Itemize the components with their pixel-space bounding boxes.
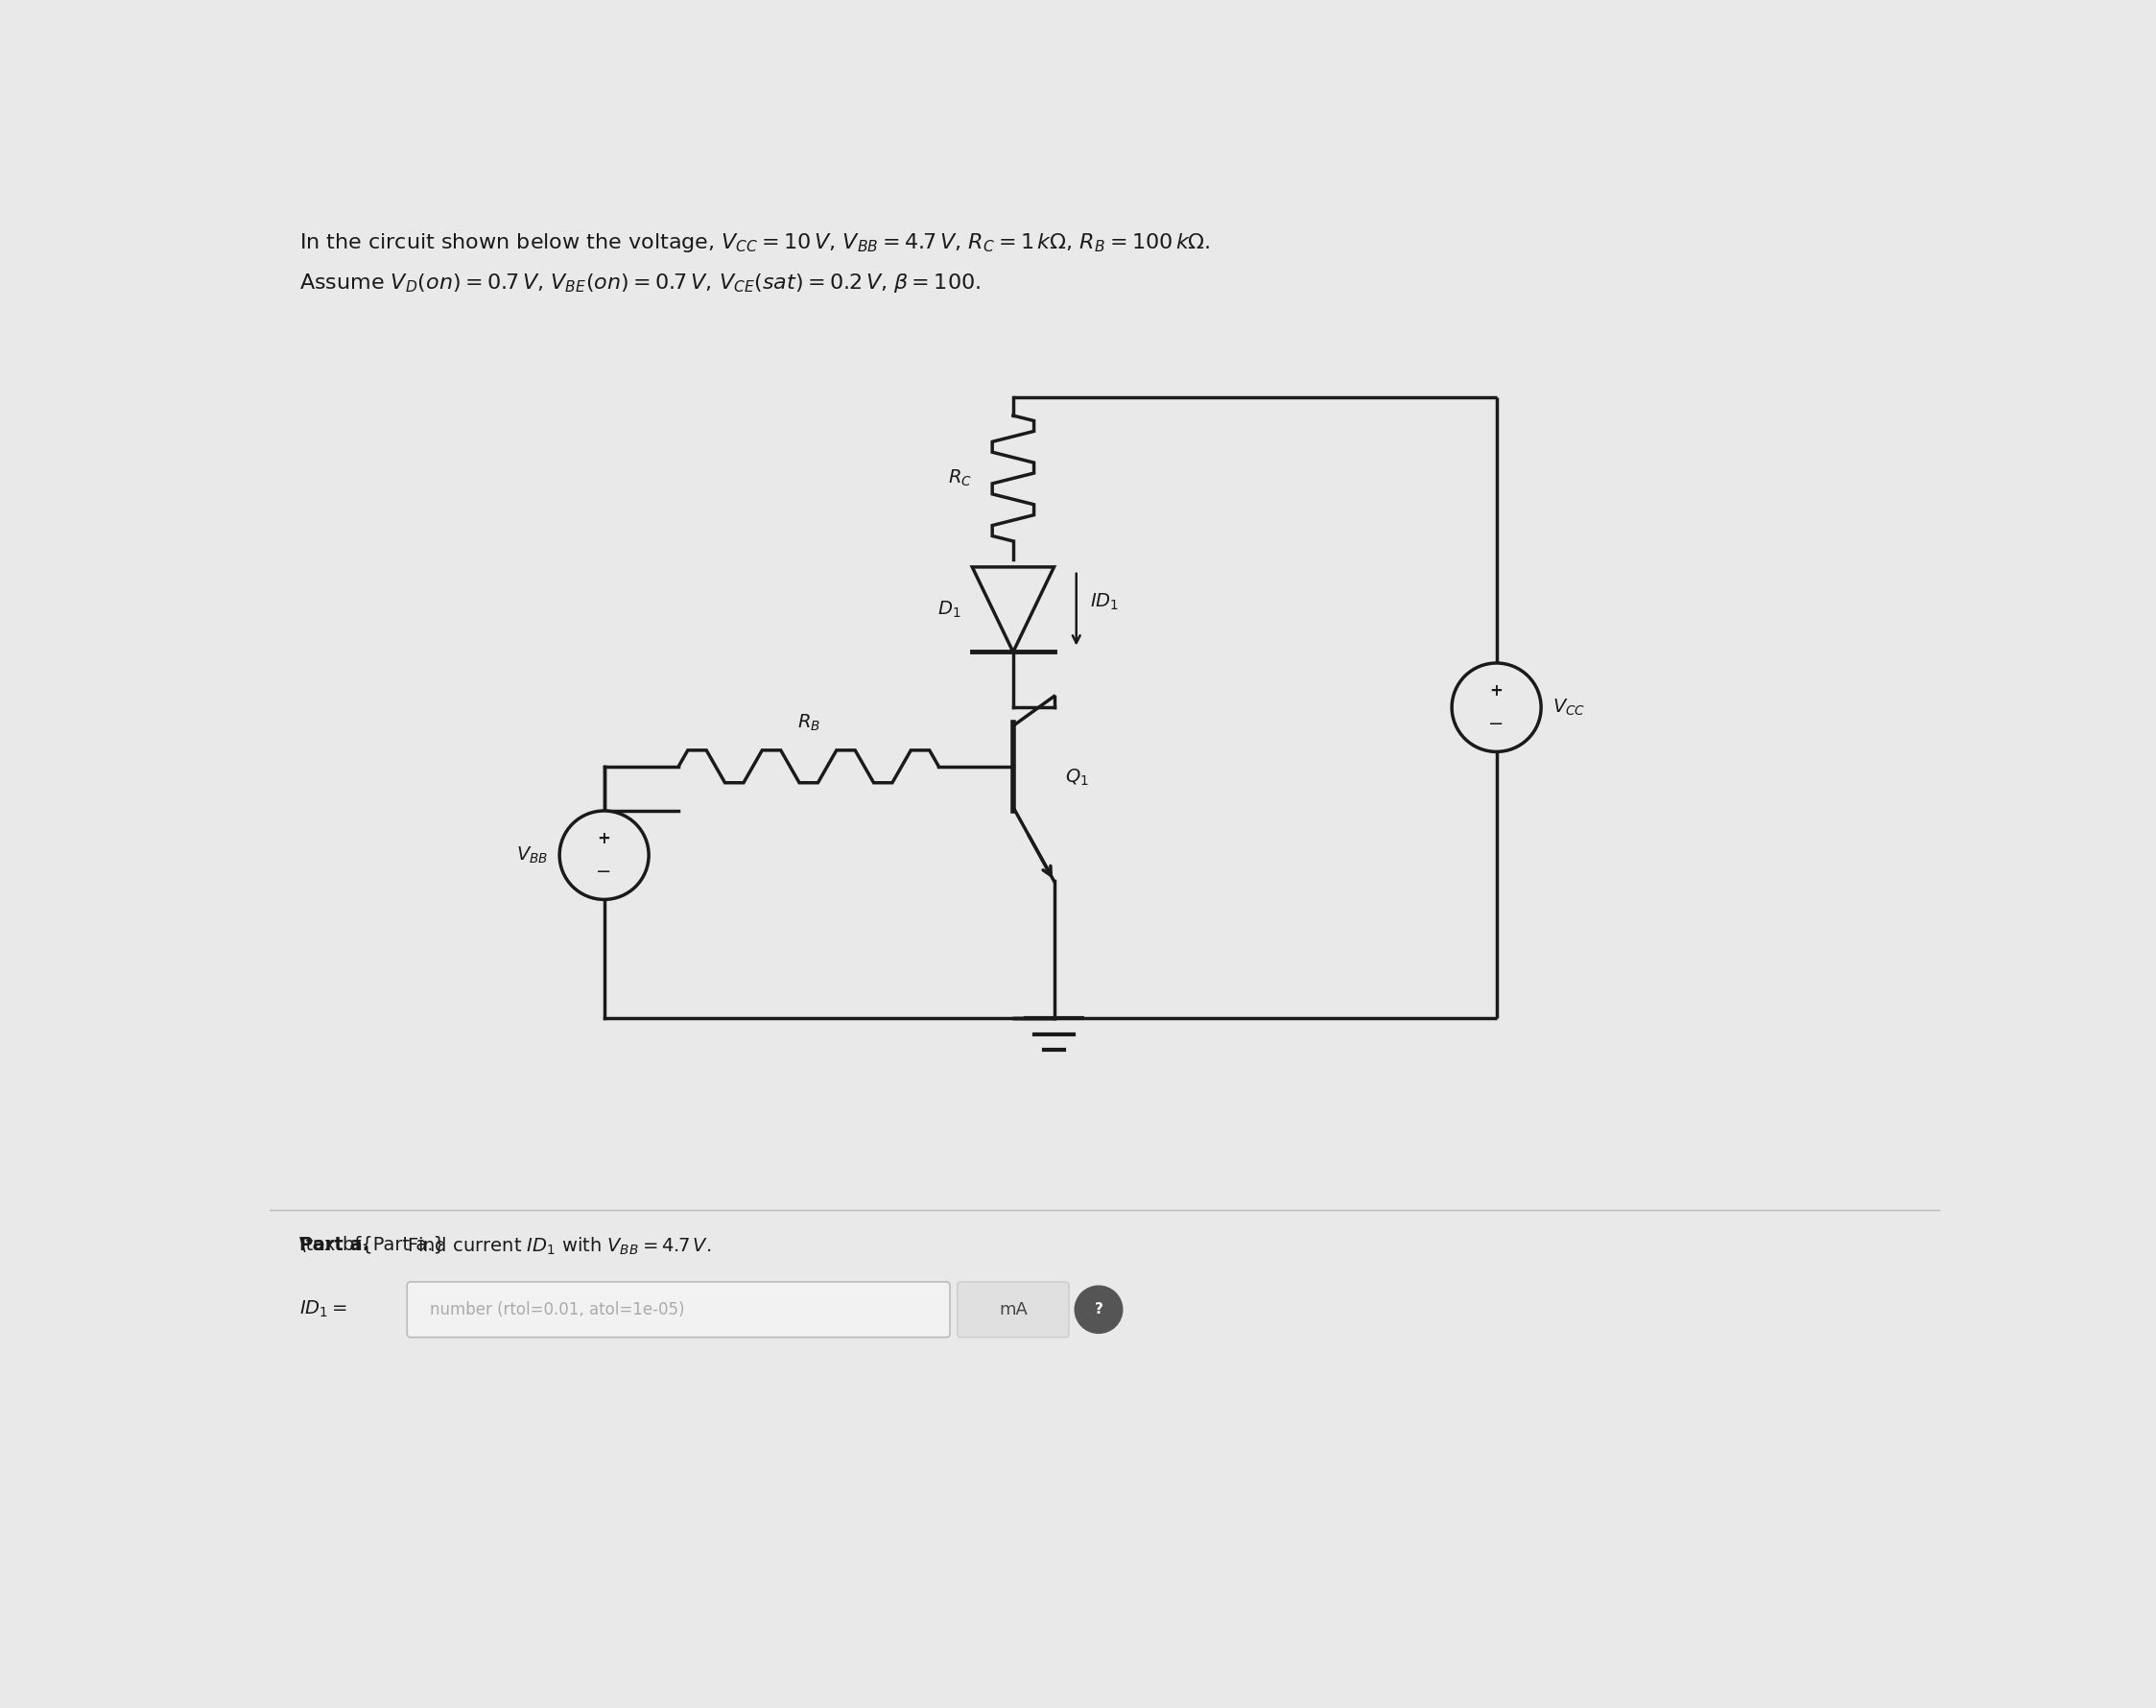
Text: mA: mA <box>998 1301 1028 1319</box>
Circle shape <box>561 811 649 900</box>
FancyBboxPatch shape <box>407 1281 951 1337</box>
Text: $R_B$: $R_B$ <box>798 712 819 733</box>
Text: −: − <box>1488 714 1505 733</box>
FancyBboxPatch shape <box>957 1281 1069 1337</box>
Text: $ID_1 =$: $ID_1 =$ <box>300 1300 347 1320</box>
Text: +: + <box>597 830 610 847</box>
Text: $Q_1$: $Q_1$ <box>1065 767 1089 787</box>
Text: +: + <box>1490 683 1503 700</box>
Text: \textbf{Part a.}: \textbf{Part a.} <box>300 1235 444 1254</box>
Text: $V_{CC}$: $V_{CC}$ <box>1552 697 1585 717</box>
Text: Find current $ID_1$ with $V_{BB} = 4.7\,V$.: Find current $ID_1$ with $V_{BB} = 4.7\,… <box>407 1235 711 1257</box>
Text: In the circuit shown below the voltage, $V_{CC} = 10\,V$, $V_{BB} = 4.7\,V$, $R_: In the circuit shown below the voltage, … <box>300 231 1210 254</box>
Text: ?: ? <box>1095 1301 1104 1317</box>
Text: Part a.: Part a. <box>300 1235 369 1254</box>
Text: $V_{BB}$: $V_{BB}$ <box>517 845 548 866</box>
Text: −: − <box>597 863 612 881</box>
Text: Assume $V_D(on) = 0.7\,V$, $V_{BE}(on) = 0.7\,V$, $V_{CE}(sat) = 0.2\,V$, $\beta: Assume $V_D(on) = 0.7\,V$, $V_{BE}(on) =… <box>300 272 981 294</box>
Text: number (rtol=0.01, atol=1e-05): number (rtol=0.01, atol=1e-05) <box>429 1301 683 1319</box>
Text: $ID_1$: $ID_1$ <box>1089 593 1119 611</box>
Circle shape <box>1076 1286 1123 1334</box>
Circle shape <box>1451 663 1542 752</box>
Text: $R_C$: $R_C$ <box>949 468 972 488</box>
Text: $D_1$: $D_1$ <box>938 600 962 620</box>
